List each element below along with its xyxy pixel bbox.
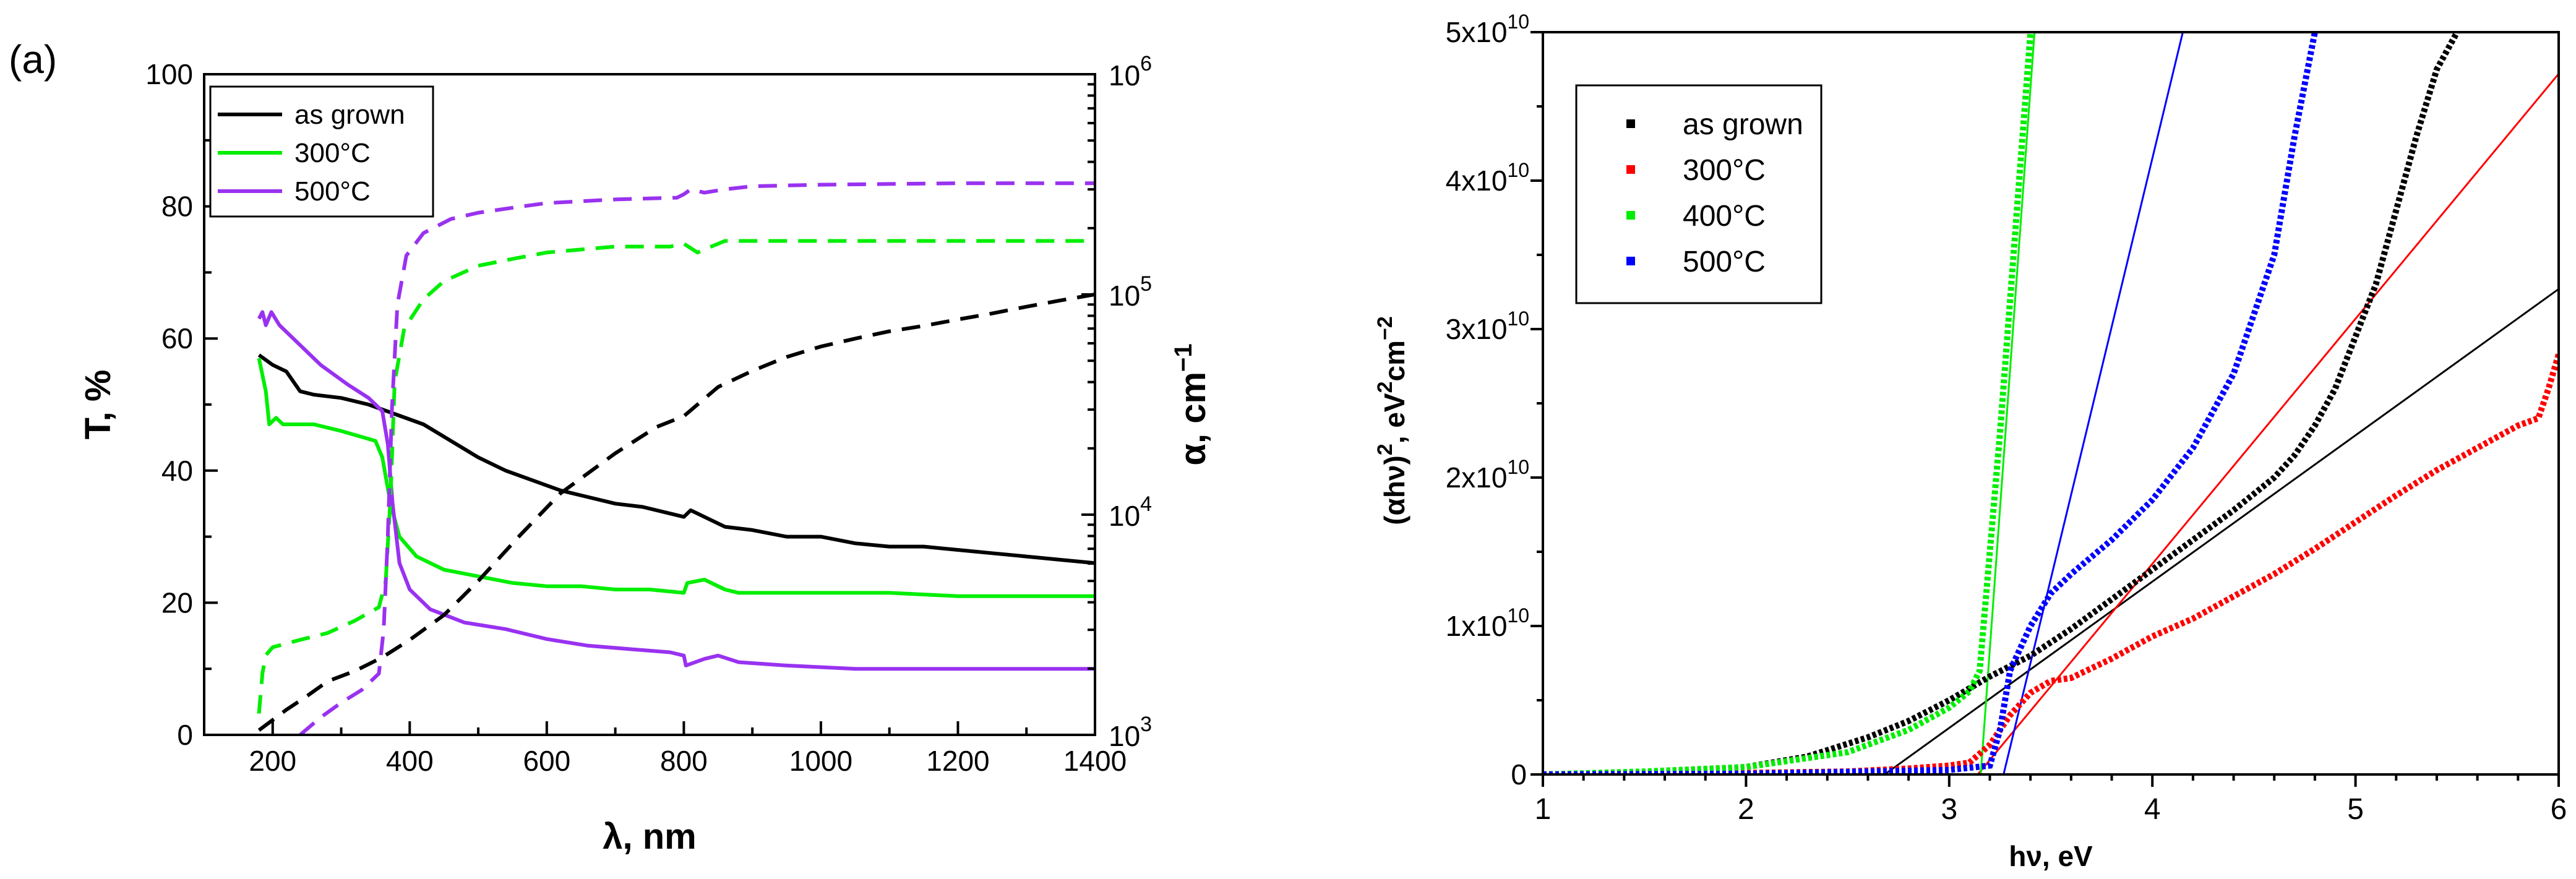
right-x-tick-label: 1 — [1535, 793, 1552, 826]
fit-line-3 — [2003, 32, 2184, 774]
right-x-tick-label: 4 — [2144, 793, 2161, 826]
right-series-dots-1 — [1543, 353, 2559, 774]
right-axis-log-tick-label: 104 — [1109, 492, 1152, 532]
left-x-tick-label: 400 — [386, 745, 434, 777]
left-series-line-2 — [257, 310, 1095, 671]
left-x-tick-label: 1200 — [926, 745, 989, 777]
left-y-tick-label: 20 — [161, 586, 193, 619]
right-x-axis-label: hν, eV — [2009, 840, 2093, 872]
right-legend-label: as grown — [1683, 108, 1803, 141]
fit-line-1 — [1977, 73, 2559, 774]
left-legend-label: 500°C — [294, 176, 371, 207]
right-series-group — [1543, 32, 2559, 774]
right-x-tick-label: 5 — [2347, 793, 2364, 826]
left-series-group — [257, 181, 1095, 735]
right-axis-log-tick-label: 105 — [1109, 272, 1152, 312]
left-y-tick-label: 80 — [161, 191, 193, 223]
right-legend-marker — [1626, 211, 1635, 220]
y-axis-label: T, % — [78, 370, 118, 440]
left-y-tick-label: 60 — [161, 322, 193, 354]
right-ticks: 1 2 3 4 5 6 0 1x1010 2x1010 3x1010 4x1010 5x1010 — [1446, 11, 2567, 826]
left-x-tick-label: 200 — [249, 745, 296, 777]
left-y-tick-label: 40 — [161, 455, 193, 487]
right-y-tick-label: 4x1010 — [1446, 159, 1529, 197]
left-ticks: 200 400 600 800 1000 1200 1400 0 20 40 60 80 100 103 1… — [145, 52, 1152, 777]
right-series-dots-2 — [1543, 32, 2034, 774]
right-x-tick-label: 3 — [1941, 793, 1957, 826]
left-legend: as grown 300°C 500°C — [209, 85, 434, 218]
right-x-tick-label: 2 — [1738, 793, 1754, 826]
right-y-tick-label: 0 — [1511, 758, 1527, 791]
left-y-tick-label: 0 — [177, 719, 193, 751]
left-series-line-1 — [257, 358, 1095, 598]
left-series-line-4 — [257, 239, 1095, 714]
right-legend-marker — [1626, 119, 1635, 128]
right-legend-label: 300°C — [1683, 154, 1766, 187]
right-legend-box — [1575, 84, 1823, 304]
right-series-dots-3 — [1543, 32, 2318, 774]
left-x-tick-label: 800 — [660, 745, 708, 777]
right-axis-log-tick-label: 106 — [1109, 52, 1152, 92]
right-legend-label: 400°C — [1683, 200, 1766, 233]
right-legend-marker — [1626, 165, 1635, 174]
panel-label: (a) — [9, 37, 57, 82]
transmission-absorption-chart: (a) 200 400 600 800 1000 1200 1400 0 20 40 60 80 100… — [9, 37, 1213, 857]
left-legend-label: as grown — [294, 100, 405, 130]
right-legend-marker — [1626, 257, 1635, 265]
left-series-line-3 — [257, 293, 1095, 732]
right-y-axis-label: (αhν)2, eV2cm−2 — [1373, 316, 1410, 525]
fit-line-0 — [1883, 288, 2559, 774]
left-x-tick-label: 1000 — [789, 745, 852, 777]
right-y-tick-label: 1x1010 — [1446, 604, 1529, 642]
right-axis-log-tick-label: 103 — [1109, 713, 1152, 752]
left-series-line-0 — [257, 353, 1095, 565]
right-y-tick-label: 2x1010 — [1446, 456, 1529, 494]
left-x-tick-label: 1400 — [1063, 745, 1127, 777]
x-axis-label: λ, nm — [603, 817, 697, 857]
left-y-tick-label: 100 — [145, 58, 193, 90]
left-x-tick-label: 600 — [523, 745, 570, 777]
left-series-line-5 — [299, 181, 1095, 735]
tauc-plot-chart: 1 2 3 4 5 6 0 1x1010 2x1010 3x1010 4x1010 5x1010 hν… — [1373, 11, 2567, 872]
right-legend-label: 500°C — [1683, 246, 1766, 278]
y2-axis-label: α, cm−1 — [1170, 343, 1213, 465]
fit-line-2 — [1980, 32, 2036, 774]
right-x-tick-label: 6 — [2551, 793, 2567, 826]
right-legend: as grown 300°C 400°C 500°C — [1575, 84, 1823, 304]
left-legend-label: 300°C — [294, 138, 371, 168]
right-y-tick-label: 3x1010 — [1446, 307, 1529, 345]
right-y-tick-label: 5x1010 — [1446, 11, 1529, 48]
right-series-dots-0 — [1543, 32, 2460, 774]
